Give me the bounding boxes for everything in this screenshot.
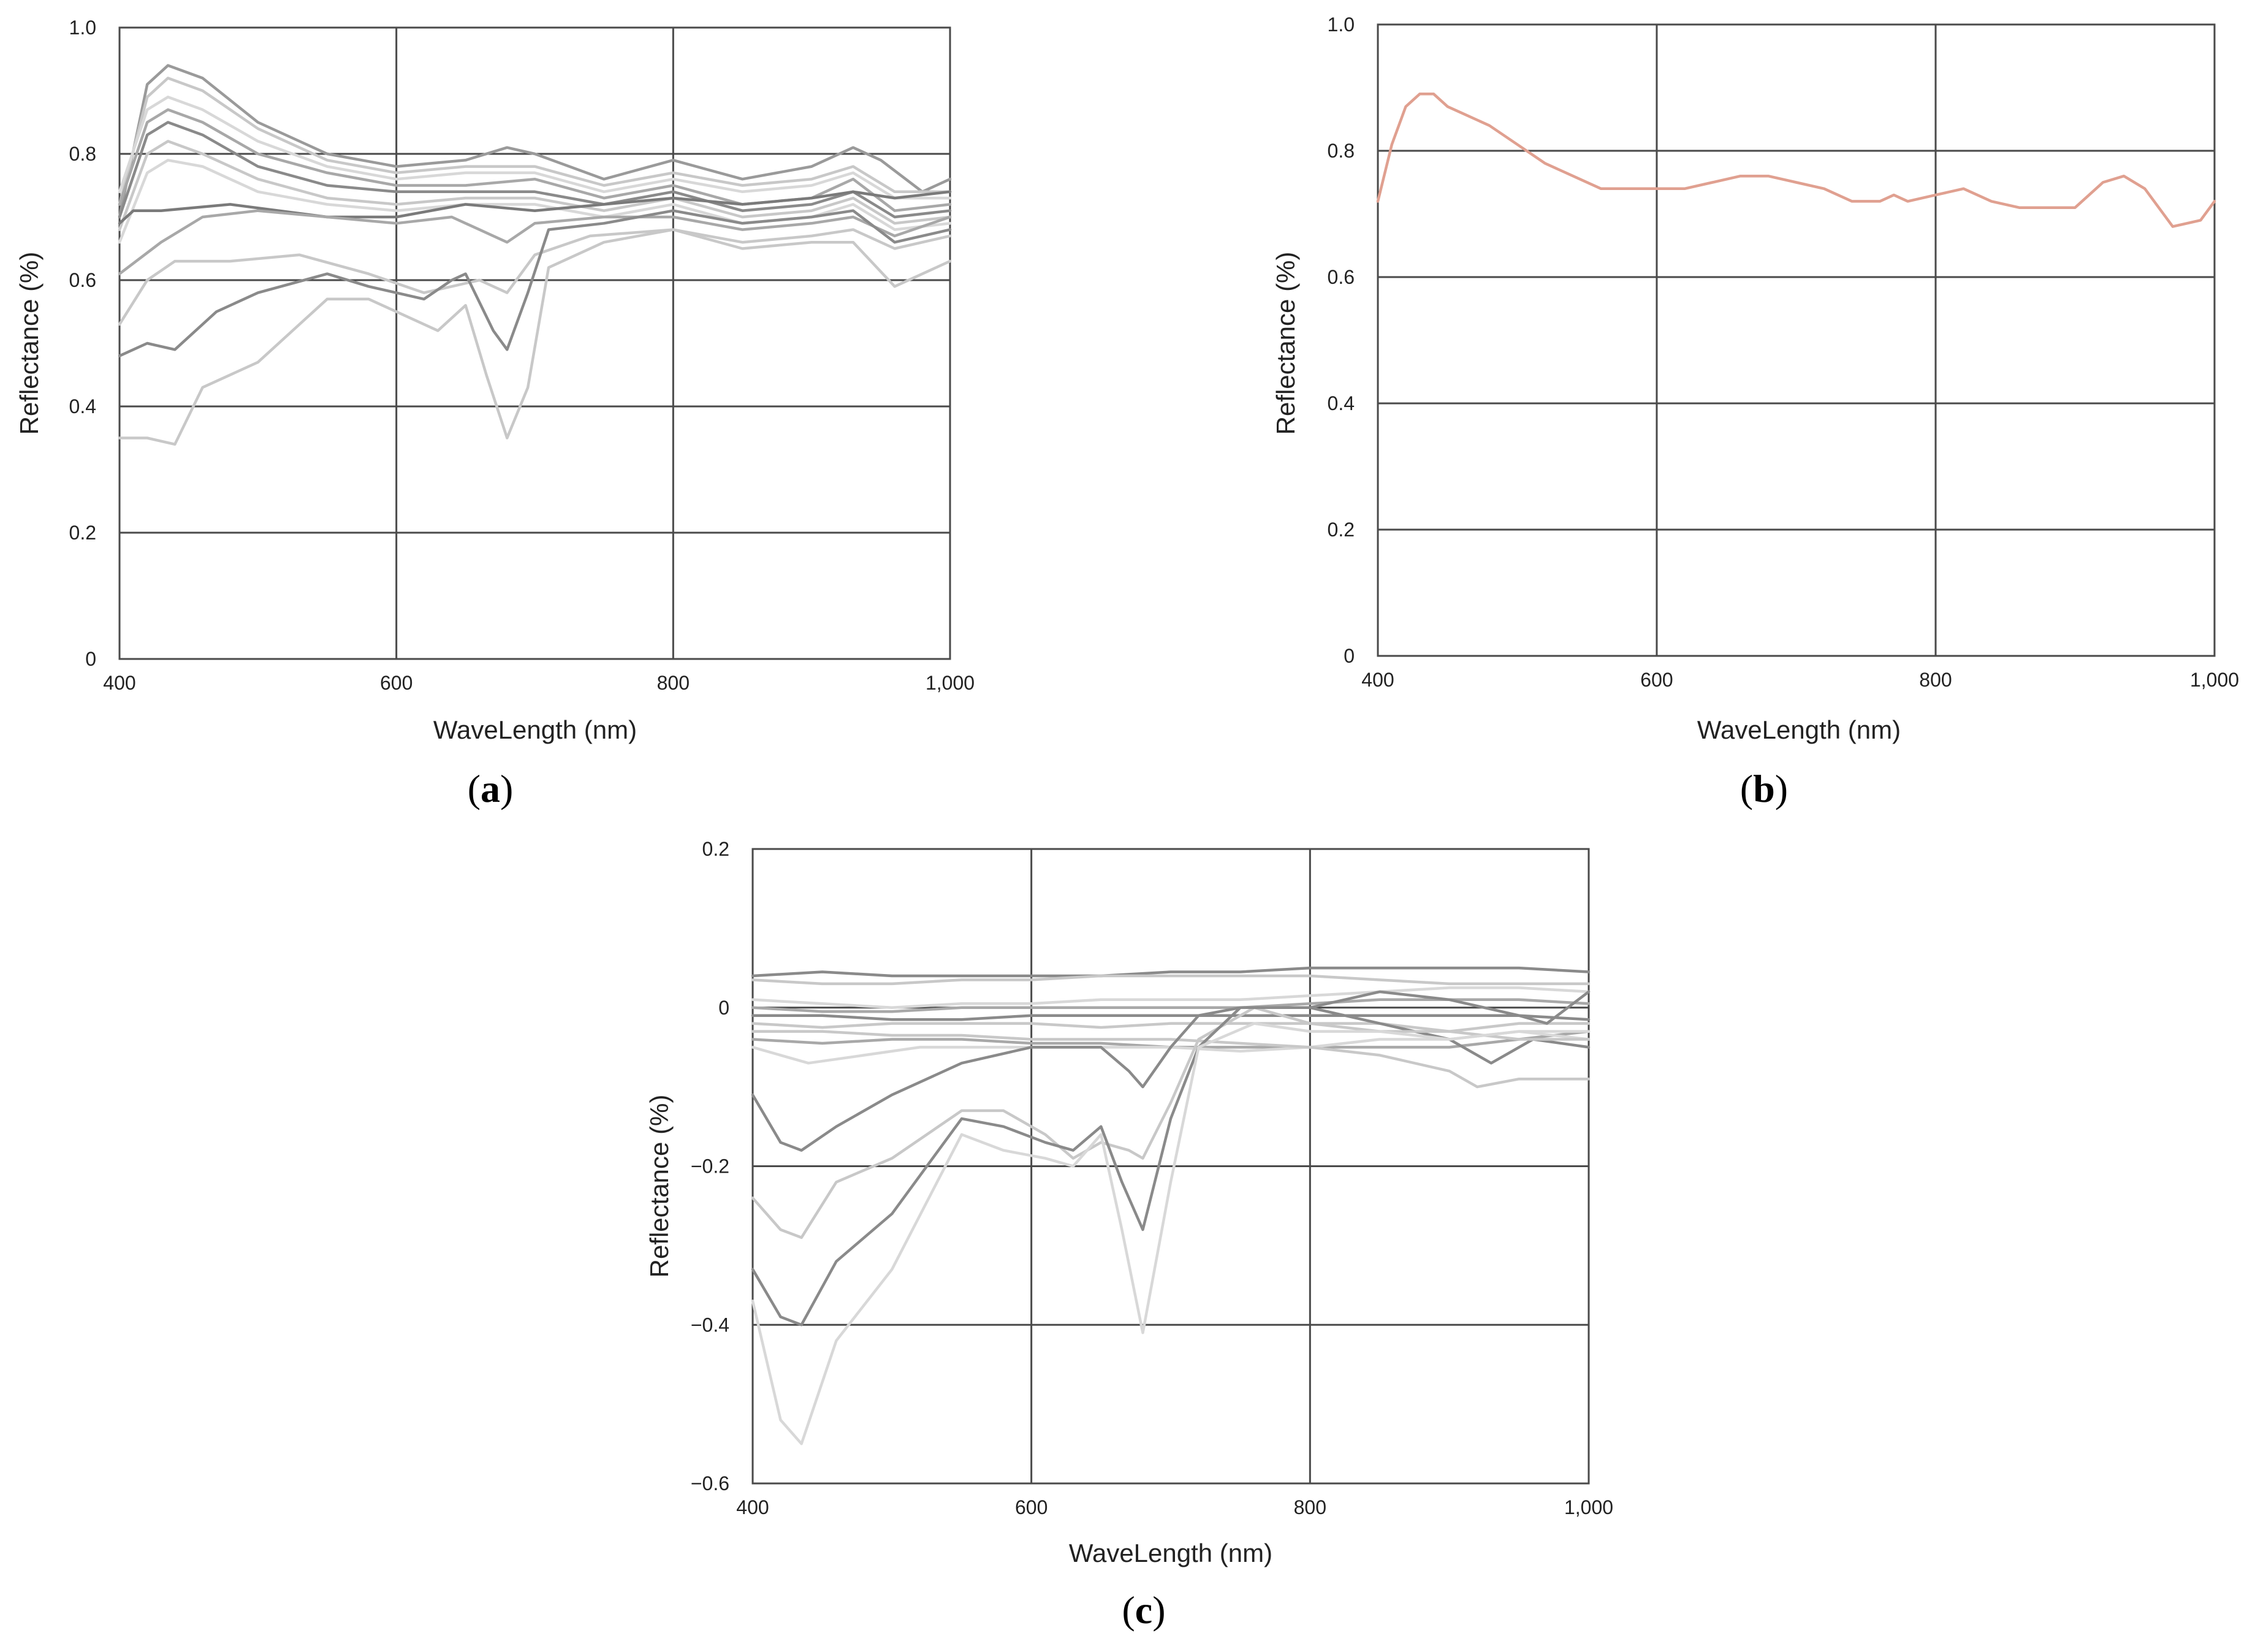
- x-tick-label-a-2: 800: [657, 672, 690, 694]
- y-tick-label-c-2: −0.2: [691, 1155, 729, 1178]
- panel-label-b: (b): [1740, 767, 1788, 810]
- series-line-a-3: [118, 96, 952, 200]
- plot-frame-a: [118, 26, 951, 660]
- series-line-a-10: [118, 228, 952, 326]
- y-tick-label-b-4: 0.8: [1328, 140, 1355, 162]
- y-tick-label-b-2: 0.4: [1328, 392, 1355, 414]
- y-tick-label-c-0: −0.6: [691, 1472, 729, 1494]
- series-line-a-5: [118, 121, 952, 219]
- series-line-c-13: [751, 1022, 1591, 1445]
- y-axis-label-a: Reflectance (%): [15, 252, 44, 435]
- y-tick-label-c-3: 0: [718, 997, 729, 1019]
- chart-panel-b: 400 600 800 1,000 0 0.2 0.4 0.6 0.8 1.0 WaveLengt…: [1271, 13, 2239, 810]
- x-tick-label-b-0: 400: [1361, 669, 1394, 691]
- plot-frame-c: [751, 848, 1590, 1485]
- y-axis-label-c: Reflectance (%): [645, 1095, 674, 1278]
- x-tick-label-c-3: 1,000: [1564, 1496, 1613, 1518]
- y-tick-label-a-0: 0: [85, 648, 96, 670]
- series-line-c-2: [751, 974, 1591, 986]
- series-line-a-2: [118, 77, 952, 206]
- x-tick-label-a-3: 1,000: [926, 672, 975, 694]
- chart-panel-a: 400 600 800 1,000 0 0.2 0.4 0.6 0.8 1.0 WaveLengt…: [15, 17, 975, 810]
- series-line-a-6: [118, 140, 952, 231]
- x-tick-label-c-1: 600: [1015, 1496, 1047, 1518]
- series-line-a-7: [118, 159, 952, 244]
- plot-area-c: 400 600 800 1,000 −0.6 −0.4 −0.2 0 0.2: [691, 838, 1613, 1518]
- x-tick-label-c-2: 800: [1294, 1496, 1326, 1518]
- series-line-a-9: [118, 209, 952, 275]
- y-tick-label-b-5: 1.0: [1328, 13, 1355, 36]
- series-line-c-1: [751, 966, 1591, 978]
- y-axis-label-b: Reflectance (%): [1271, 252, 1300, 435]
- y-tick-label-b-3: 0.6: [1328, 266, 1355, 288]
- y-tick-label-c-1: −0.4: [691, 1314, 729, 1336]
- y-tick-label-a-3: 0.6: [69, 269, 96, 291]
- x-tick-label-b-3: 1,000: [2190, 669, 2239, 691]
- plot-area-a: 400 600 800 1,000 0 0.2 0.4 0.6 0.8 1.0: [69, 17, 975, 694]
- chart-panel-c: 400 600 800 1,000 −0.6 −0.4 −0.2 0 0.2 WaveLengt…: [645, 838, 1613, 1632]
- y-tick-label-a-5: 1.0: [69, 17, 96, 39]
- series-line-a-4: [118, 108, 952, 212]
- y-tick-label-b-0: 0: [1344, 645, 1355, 667]
- x-axis-label-b: WaveLength (nm): [1697, 715, 1901, 744]
- y-tick-label-a-1: 0.2: [69, 522, 96, 544]
- x-tick-label-c-0: 400: [736, 1496, 769, 1518]
- series-line-b-1: [1376, 93, 2216, 228]
- series-line-a-1: [118, 64, 952, 219]
- plot-frame-b: [1377, 23, 2216, 657]
- panel-label-a: (a): [468, 767, 514, 810]
- series-line-a-11: [118, 209, 952, 357]
- series-line-c-6: [751, 1022, 1591, 1033]
- x-tick-label-a-1: 600: [380, 672, 413, 694]
- series-line-c-3: [751, 986, 1591, 1010]
- y-tick-label-a-4: 0.8: [69, 143, 96, 165]
- series-line-a-8: [118, 190, 952, 225]
- x-tick-label-b-2: 800: [1919, 669, 1952, 691]
- x-tick-label-b-1: 600: [1640, 669, 1673, 691]
- x-tick-label-a-0: 400: [103, 672, 135, 694]
- y-tick-label-a-2: 0.4: [69, 395, 96, 417]
- y-tick-label-c-4: 0.2: [702, 838, 729, 860]
- panel-label-c: (c): [1122, 1588, 1165, 1632]
- series-line-c-12: [751, 990, 1591, 1327]
- x-axis-label-a: WaveLength (nm): [433, 715, 637, 744]
- series-line-c-5: [751, 1014, 1591, 1021]
- y-tick-label-b-1: 0.2: [1328, 519, 1355, 541]
- series-line-a-12: [118, 228, 952, 446]
- x-axis-label-c: WaveLength (nm): [1069, 1539, 1272, 1567]
- plot-area-b: 400 600 800 1,000 0 0.2 0.4 0.6 0.8 1.0: [1328, 13, 2240, 691]
